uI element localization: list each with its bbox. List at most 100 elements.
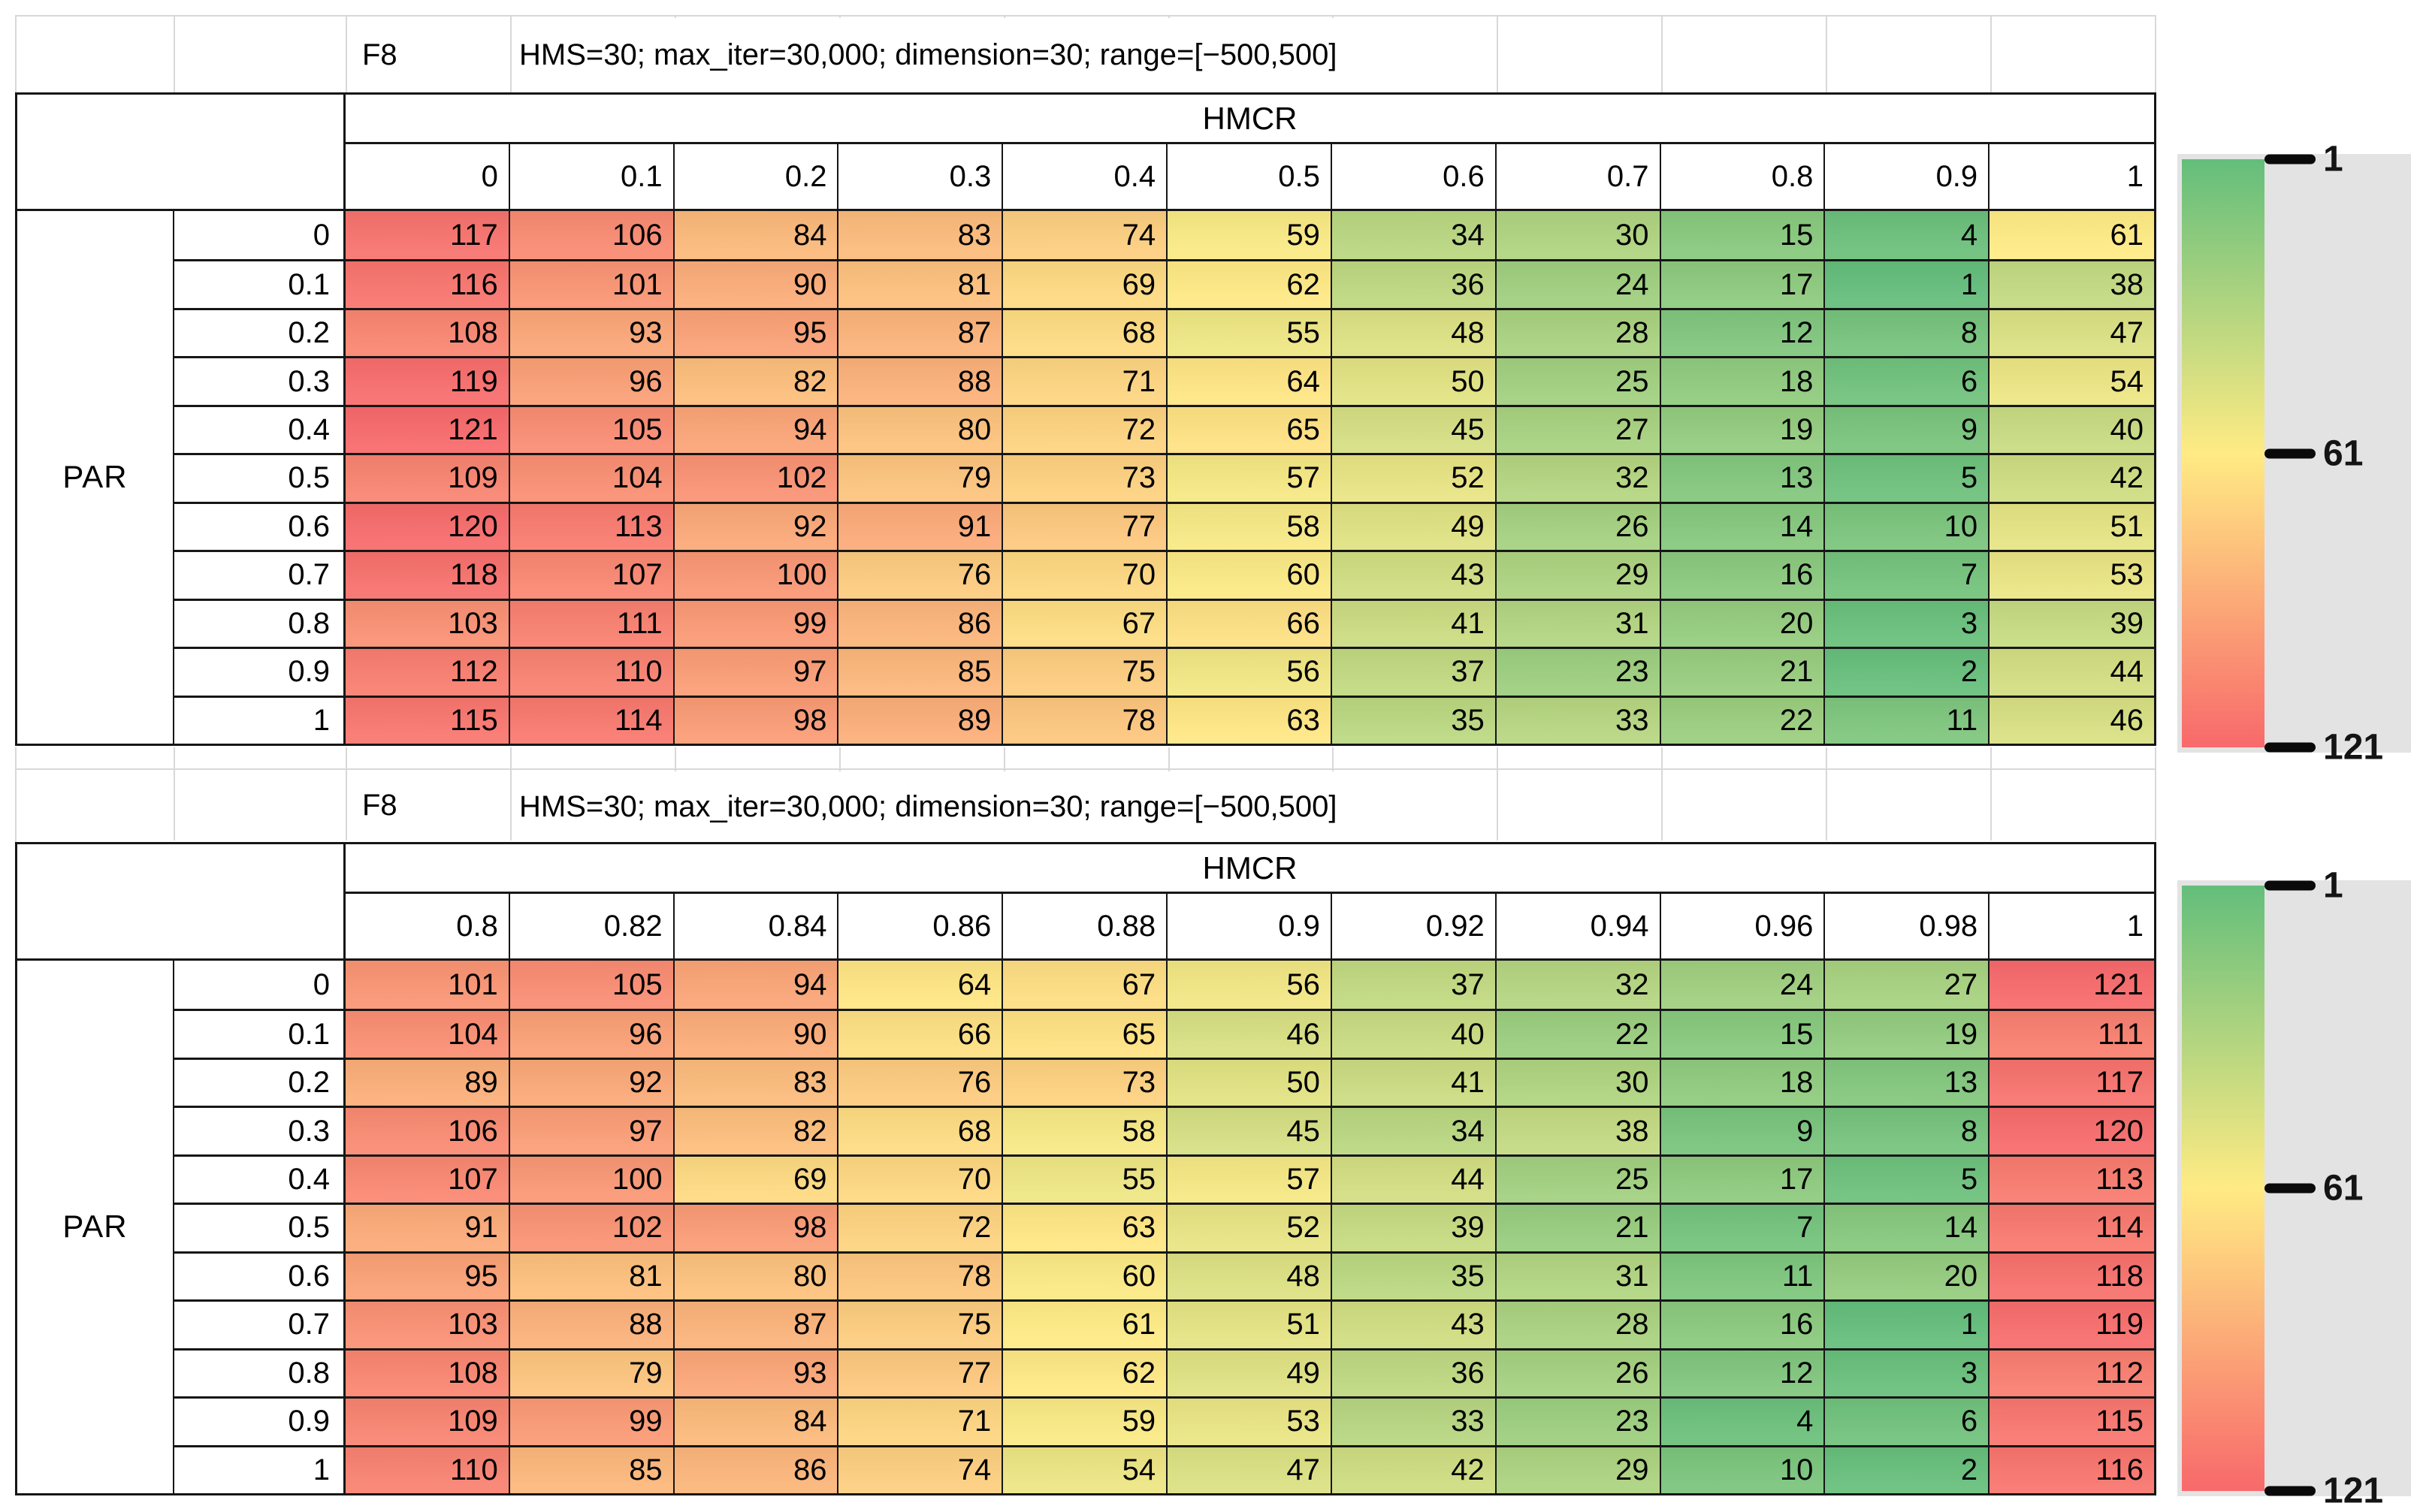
- heatmap-cell: 88: [509, 1299, 675, 1348]
- heatmap-cell: 31: [1496, 598, 1661, 647]
- heatmap-cell: 29: [1496, 1444, 1661, 1493]
- heatmap-cell: 47: [1168, 1444, 1332, 1493]
- column-header: 0.1: [509, 144, 675, 211]
- heatmap-cell: 90: [674, 1009, 839, 1058]
- heatmap-cell: 12: [1660, 307, 1826, 357]
- heatmap-cell: 52: [1331, 453, 1497, 502]
- row-header: 0.2: [174, 1057, 346, 1106]
- heatmap-cell: 114: [509, 695, 675, 744]
- heatmap-cell: 22: [1660, 695, 1826, 744]
- heatmap-cell: 117: [346, 211, 510, 260]
- heatmap-cell: 19: [1825, 1009, 1990, 1058]
- heatmap-cell: 39: [1990, 598, 2154, 647]
- heatmap-cell: 64: [838, 961, 1004, 1010]
- color-scale-legend-1: 1 61 121: [2177, 140, 2411, 768]
- heatmap-cell: 92: [509, 1057, 675, 1106]
- heatmap-cell: 87: [838, 307, 1004, 357]
- heatmap-cell: 55: [1003, 1154, 1168, 1203]
- row-header: 0.3: [174, 356, 346, 405]
- heatmap-cell: 62: [1168, 259, 1332, 308]
- heatmap-cell: 119: [1990, 1299, 2154, 1348]
- heatmap-cell: 85: [838, 647, 1004, 696]
- heatmap-cell: 4: [1825, 211, 1990, 260]
- heatmap-cell: 102: [509, 1203, 675, 1251]
- row-header: 0.6: [174, 1251, 346, 1300]
- heatmap-cell: 61: [1003, 1299, 1168, 1348]
- heatmap-cell: 34: [1331, 1106, 1497, 1154]
- column-header: 0.5: [1168, 144, 1332, 211]
- corner-cell: [17, 95, 346, 211]
- grid-cell: [1005, 747, 1170, 768]
- heatmap-cell: 98: [674, 695, 839, 744]
- grid-cell: [1498, 17, 1663, 94]
- heatmap-cell: 44: [1990, 647, 2154, 696]
- column-header: 0.86: [838, 894, 1004, 961]
- heatmap-cell: 112: [1990, 1348, 2154, 1397]
- heatmap-cell: 22: [1496, 1009, 1661, 1058]
- legend-tick-label: 121: [2323, 727, 2384, 768]
- heatmap-cell: 94: [674, 404, 839, 454]
- heatmap-cell: 35: [1331, 695, 1497, 744]
- heatmap-cell: 33: [1331, 1396, 1497, 1445]
- heatmap-cell: 78: [838, 1251, 1004, 1300]
- heatmap-cell: 82: [674, 356, 839, 405]
- heatmap-cell: 26: [1496, 1348, 1661, 1397]
- heatmap-cell: 3: [1825, 598, 1990, 647]
- heatmap-cell: 103: [346, 1299, 510, 1348]
- row-header: 0.5: [174, 1203, 346, 1251]
- grid-cell: [1334, 17, 1499, 94]
- legend-tick: 1: [2264, 865, 2343, 907]
- grid-cell: [1827, 747, 1993, 768]
- heatmap-cell: 114: [1990, 1203, 2154, 1251]
- heatmap-cell: 11: [1660, 1251, 1826, 1300]
- heatmap-cell: 49: [1331, 501, 1497, 551]
- hmcr-axis-label: HMCR: [346, 844, 2154, 894]
- heatmap-cell: 108: [346, 1348, 510, 1397]
- heatmap-cell: 105: [509, 404, 675, 454]
- heatmap-cell: 27: [1825, 961, 1990, 1010]
- heatmap-cell: 17: [1660, 1154, 1826, 1203]
- heatmap-cell: 57: [1168, 453, 1332, 502]
- legend-tick-dash: [2264, 742, 2316, 753]
- heatmap-cell: 106: [509, 211, 675, 260]
- heatmap-cell: 97: [509, 1106, 675, 1154]
- heatmap-cell: 19: [1660, 404, 1826, 454]
- heatmap-cell: 95: [346, 1251, 510, 1300]
- heatmap-cell: 45: [1331, 404, 1497, 454]
- heatmap-cell: 71: [1003, 356, 1168, 405]
- function-name-cell: F8: [347, 770, 512, 841]
- grid-cell: [1663, 17, 1828, 94]
- heatmap-cell: 12: [1660, 1348, 1826, 1397]
- heatmap-cell: 108: [346, 307, 510, 357]
- heatmap-cell: 79: [509, 1348, 675, 1397]
- column-header: 0.7: [1496, 144, 1661, 211]
- grid-cell: [512, 747, 676, 768]
- heatmap-cell: 6: [1825, 356, 1990, 405]
- heatmap-cell: 44: [1331, 1154, 1497, 1203]
- heatmap-cell: 92: [674, 501, 839, 551]
- heatmap-cell: 121: [1990, 961, 2154, 1010]
- grid-cell: [17, 770, 175, 841]
- heatmap-cell: 51: [1168, 1299, 1332, 1348]
- row-header: 0.7: [174, 550, 346, 599]
- heatmap-cell: 84: [674, 1396, 839, 1445]
- heatmap-cell: 81: [509, 1251, 675, 1300]
- sheet-title-row: F8 HMS=30; max_iter=30,000; dimension=30…: [15, 15, 2156, 94]
- column-header: 0.98: [1825, 894, 1990, 961]
- heatmap-cell: 59: [1003, 1396, 1168, 1445]
- heatmap-cell: 110: [509, 647, 675, 696]
- heatmap-cell: 58: [1003, 1106, 1168, 1154]
- heatmap-cell: 85: [509, 1444, 675, 1493]
- heatmap-cell: 72: [1003, 404, 1168, 454]
- heatmap-cell: 76: [838, 1057, 1004, 1106]
- heatmap-cell: 23: [1496, 647, 1661, 696]
- heatmap-cell: 65: [1168, 404, 1332, 454]
- legend-gradient-bar: [2182, 886, 2264, 1491]
- heatmap-cell: 86: [674, 1444, 839, 1493]
- title-gridline-row: [17, 747, 2156, 770]
- heatmap-cell: 2: [1825, 1444, 1990, 1493]
- heatmap-cell: 10: [1825, 501, 1990, 551]
- heatmap-cell: 54: [1990, 356, 2154, 405]
- heatmap-table-2: HMCR PAR 0.8 0.82 0.84 0.86 0.88 0.9 0.92 0.94 0…: [15, 842, 2156, 1495]
- heatmap-cell: 16: [1660, 1299, 1826, 1348]
